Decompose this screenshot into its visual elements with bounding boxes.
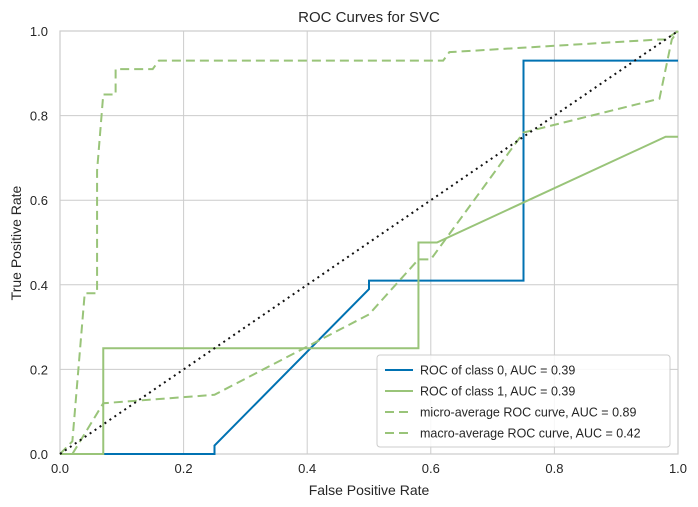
series-line-0	[60, 59, 678, 455]
x-axis-label: False Positive Rate	[309, 482, 430, 498]
y-tick-label: 0.2	[30, 362, 48, 377]
series-line-2	[59, 30, 679, 455]
series-line-3	[71, 30, 679, 455]
y-tick-label: 1.0	[30, 24, 48, 39]
legend-label: micro-average ROC curve, AUC = 0.89	[420, 406, 636, 420]
chart-title: ROC Curves for SVC	[298, 9, 440, 26]
series-line-1	[60, 135, 678, 455]
x-tick-label: 1.0	[669, 461, 687, 476]
x-tick-label: 0.4	[298, 461, 316, 476]
x-tick-label: 0.2	[175, 461, 193, 476]
reference-diagonal-line	[59, 30, 679, 455]
x-tick-label: 0.8	[545, 461, 563, 476]
y-tick-label: 0.0	[30, 447, 48, 462]
legend: ROC of class 0, AUC = 0.39 ROC of class 1…	[376, 354, 671, 448]
legend-box	[376, 354, 671, 448]
plot-frame	[59, 30, 679, 455]
x-tick-label: 0.0	[51, 461, 69, 476]
legend-label: macro-average ROC curve, AUC = 0.42	[420, 427, 641, 441]
y-tick-label: 0.8	[30, 109, 48, 124]
x-tick-label: 0.6	[422, 461, 440, 476]
plot-area: 0.0 0.2 0.4 0.6 0.8 1.0 0.0 0.2 0.4 0.6 0.8 1.0	[30, 24, 687, 476]
y-tick-label: 0.4	[30, 278, 48, 293]
legend-label: ROC of class 1, AUC = 0.39	[420, 385, 575, 399]
y-tick-label: 0.6	[30, 193, 48, 208]
y-axis-label: True Positive Rate	[8, 185, 24, 300]
legend-label: ROC of class 0, AUC = 0.39	[420, 364, 575, 378]
